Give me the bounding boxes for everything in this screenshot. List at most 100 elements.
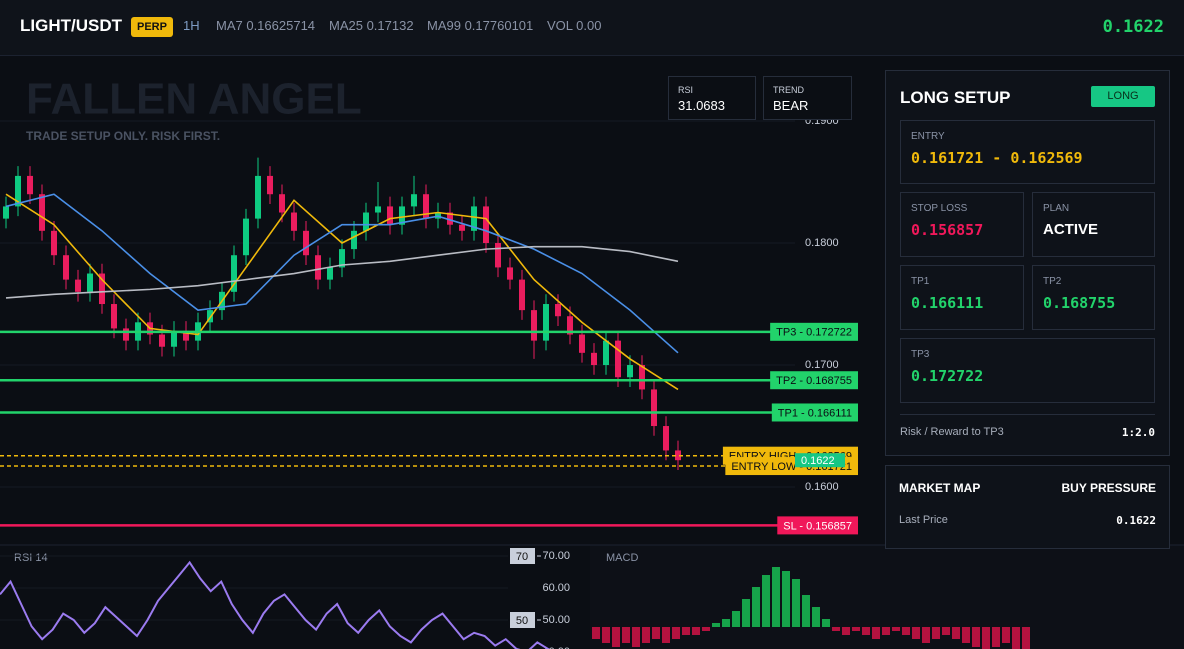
candle-body	[579, 334, 585, 353]
panel-title: LONG SETUP	[900, 88, 1011, 107]
macd-bar	[662, 627, 670, 643]
y-tick-label: 0.1800	[805, 237, 839, 249]
stat-label: RSI	[678, 85, 694, 95]
macd-bar	[952, 627, 960, 639]
rsi-tick-label: 50.00	[542, 614, 570, 626]
interval[interactable]: 1H	[183, 18, 200, 33]
ma25: MA25 0.17132	[329, 18, 414, 33]
candle-body	[423, 194, 429, 219]
candle-body	[267, 175, 273, 195]
macd-bar	[1022, 627, 1030, 649]
candle-body	[27, 175, 33, 195]
candle-body	[315, 255, 321, 280]
candle-body	[183, 330, 189, 341]
top-bar: LIGHT/USDT PERP 1H MA7 0.16625714 MA25 0…	[0, 0, 1184, 56]
card-label: TP2	[1043, 276, 1062, 287]
candle-body	[483, 206, 489, 244]
level-label: TP2 - 0.168755	[776, 375, 852, 387]
card-label: ENTRY	[911, 131, 945, 142]
macd-bar	[802, 595, 810, 627]
price: 0.1622	[1102, 17, 1164, 37]
macd-bar	[622, 627, 630, 643]
ma-line	[5, 245, 679, 299]
card-value: 0.168755	[1043, 294, 1116, 312]
card-value: 0.156857	[911, 221, 984, 239]
candle-body	[171, 330, 177, 347]
rsi-band-bg	[510, 611, 535, 628]
volume: VOL 0.00	[547, 18, 602, 33]
level-label-bg	[777, 516, 858, 535]
card-value: 0.166111	[911, 294, 984, 312]
candle-body	[159, 334, 165, 347]
symbol[interactable]: LIGHT/USDT	[20, 16, 122, 35]
candle-body	[567, 316, 573, 335]
card-value: 0.172722	[911, 367, 984, 385]
macd-bar	[602, 627, 610, 643]
macd-bar	[902, 627, 910, 635]
candle-body	[327, 267, 333, 280]
last-price-bg	[795, 453, 845, 468]
macd-bar	[712, 623, 720, 627]
macd-bar	[782, 571, 790, 627]
candle-body	[99, 273, 105, 305]
candle-body	[123, 328, 129, 341]
macd-bar	[702, 627, 710, 631]
card-value: ACTIVE	[1043, 221, 1099, 238]
stop-card: STOP LOSS 0.156857	[900, 192, 1024, 257]
stat-value: 31.0683	[678, 98, 725, 113]
tp1-card: TP1 0.166111	[900, 265, 1024, 330]
macd-bar	[752, 587, 760, 627]
candle-body	[339, 249, 345, 268]
market-title: MARKET MAP	[899, 481, 981, 495]
card-label: STOP LOSS	[911, 203, 968, 214]
candle-body	[207, 310, 213, 323]
card-value: 0.161721 - 0.162569	[911, 149, 1083, 167]
macd-bar	[792, 579, 800, 627]
candle-body	[75, 279, 81, 292]
card-label: TP1	[911, 276, 930, 287]
candle-body	[531, 310, 537, 341]
macd-bar	[592, 627, 600, 639]
macd-bar	[672, 627, 680, 639]
candle-body	[495, 243, 501, 268]
candle-body	[603, 340, 609, 366]
candle-body	[255, 175, 261, 219]
ma7: MA7 0.16625714	[216, 18, 316, 33]
macd-bar	[972, 627, 980, 647]
candle-body	[651, 389, 657, 427]
candle-body	[243, 218, 249, 256]
candle-body	[519, 279, 525, 311]
rsi-band-bg	[510, 548, 535, 565]
rsi-tick-label: 40.00	[542, 646, 570, 649]
macd-bar	[982, 627, 990, 649]
level-label-bg	[770, 371, 858, 390]
candle-body	[351, 230, 357, 250]
macd-bar	[762, 575, 770, 627]
candle-body	[411, 194, 417, 207]
candle-body	[447, 212, 453, 225]
tp2-card: TP2 0.168755	[1032, 265, 1155, 330]
ma99: MA99 0.17760101	[427, 18, 534, 33]
card-label: PLAN	[1043, 203, 1070, 214]
watermark-subtitle: TRADE SETUP ONLY. RISK FIRST.	[26, 129, 220, 143]
badge: PERP	[131, 17, 173, 37]
macd-bar	[632, 627, 640, 647]
card-label: TP3	[911, 349, 930, 360]
rsi-line	[0, 560, 551, 649]
last-label: Last Price	[899, 514, 948, 526]
stat-value: BEAR	[773, 98, 809, 113]
candle-body	[627, 365, 633, 378]
candle-body	[63, 255, 69, 280]
macd-bar	[872, 627, 880, 639]
candle-body	[639, 365, 645, 390]
macd-bar	[612, 627, 620, 647]
macd-bar	[732, 611, 740, 627]
long-badge[interactable]: LONG	[1091, 86, 1155, 107]
candle-body	[375, 206, 381, 213]
macd-bar	[992, 627, 1000, 647]
candle-body	[675, 450, 681, 461]
candle-body	[507, 267, 513, 280]
rr-label: Risk / Reward to TP3	[900, 426, 1004, 438]
stat-rsi: RSI 31.0683	[668, 76, 756, 120]
